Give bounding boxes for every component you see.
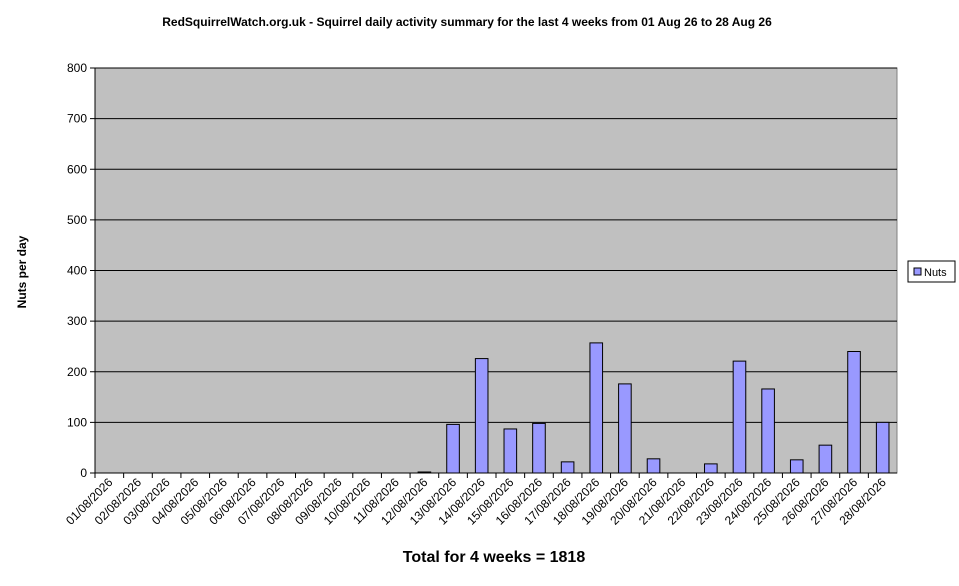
y-tick-label: 700 [67, 112, 87, 126]
bar [446, 423, 460, 474]
y-tick-label: 600 [67, 162, 87, 176]
y-tick-label: 100 [67, 415, 87, 429]
bar [761, 388, 775, 474]
chart-title: RedSquirrelWatch.org.uk - Squirrel daily… [162, 15, 772, 29]
y-tick-label: 500 [67, 213, 87, 227]
legend-swatch [913, 267, 922, 276]
y-tick-label: 400 [67, 264, 87, 278]
bar [474, 358, 489, 474]
y-tick-label: 800 [67, 61, 87, 75]
footer: Total for 4 weeks = 1818 [403, 549, 586, 566]
legend-box [907, 260, 956, 283]
bar [417, 471, 432, 474]
y-tick-label: 0 [80, 466, 87, 480]
bar [618, 383, 632, 474]
bar [646, 458, 661, 474]
bar [532, 422, 546, 474]
bar [818, 444, 833, 474]
bar [503, 428, 518, 474]
y-tick-label: 200 [67, 365, 87, 379]
bar [875, 421, 890, 474]
legend-label: Nuts [924, 267, 947, 279]
bar [560, 461, 575, 474]
y-tick-label: 300 [67, 314, 87, 328]
bar [789, 459, 804, 474]
y-axis-label: Nuts per day [15, 235, 29, 308]
bar [847, 351, 861, 474]
bar [704, 463, 718, 474]
bar [589, 342, 604, 474]
bar [732, 360, 747, 474]
